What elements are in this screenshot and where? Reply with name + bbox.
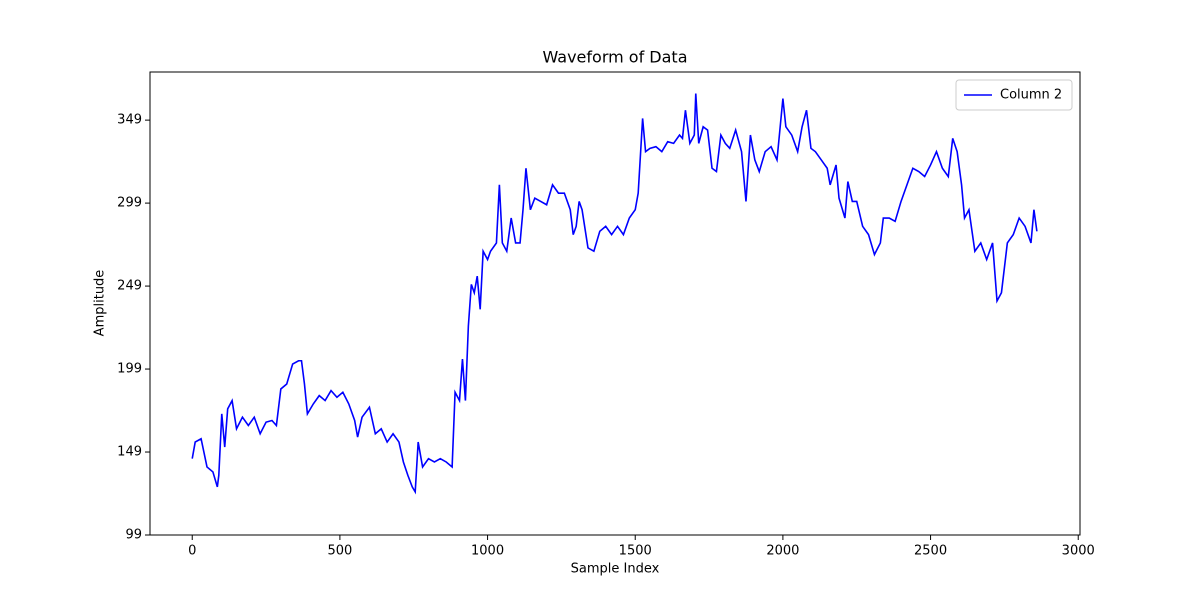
x-tick-label: 3000 xyxy=(1062,544,1095,559)
x-tick-label: 1500 xyxy=(619,544,652,559)
y-tick-label: 99 xyxy=(125,528,142,543)
y-tick-label: 149 xyxy=(117,445,142,460)
y-axis-label: Amplitude xyxy=(93,270,108,337)
x-tick-label: 1000 xyxy=(471,544,504,559)
y-tick-label: 299 xyxy=(117,196,142,211)
x-tick-label: 500 xyxy=(327,544,352,559)
plot-frame xyxy=(149,71,1081,536)
x-tick-label: 0 xyxy=(188,544,196,559)
x-axis-label: Sample Index xyxy=(571,562,660,577)
legend-label: Column 2 xyxy=(1000,88,1062,103)
line-series xyxy=(191,93,1038,495)
legend-box xyxy=(955,79,1073,111)
y-tick-label: 249 xyxy=(117,279,142,294)
y-tick-label: 349 xyxy=(117,113,142,128)
x-tick-label: 2000 xyxy=(766,544,799,559)
x-tick-label: 2500 xyxy=(914,544,947,559)
y-tick-label: 199 xyxy=(117,362,142,377)
chart-title: Waveform of Data xyxy=(542,48,687,67)
